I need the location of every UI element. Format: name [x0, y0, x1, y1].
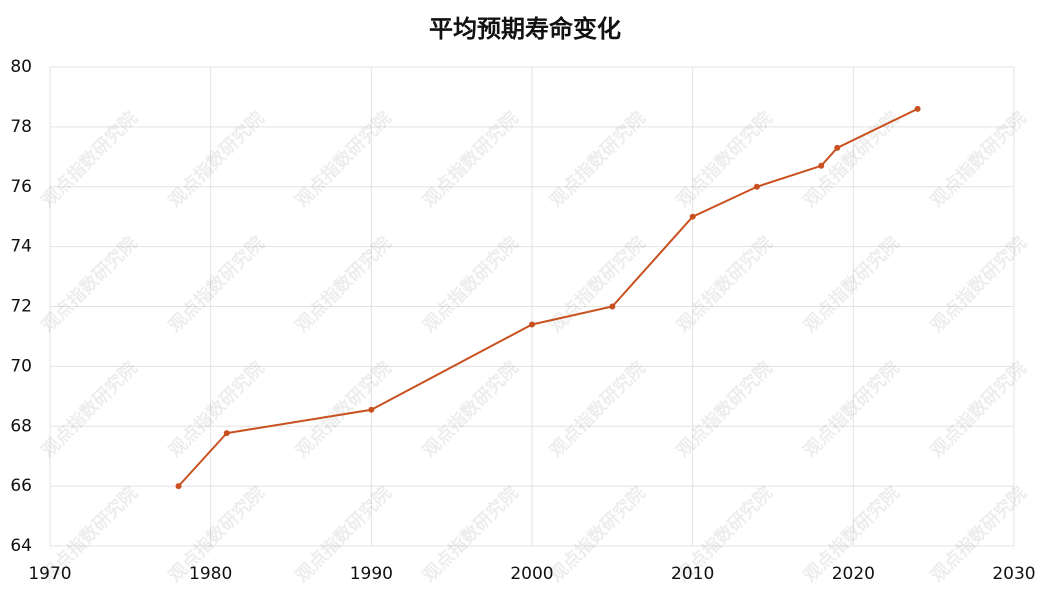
watermark: 观点指数研究院 — [545, 107, 650, 212]
y-tick-label: 74 — [10, 237, 32, 257]
watermark: 观点指数研究院 — [418, 107, 523, 212]
x-tick-label: 1980 — [189, 564, 232, 584]
data-point — [223, 430, 230, 437]
data-point — [834, 144, 841, 151]
data-point — [818, 162, 825, 169]
watermark: 观点指数研究院 — [672, 232, 777, 337]
y-tick-label: 70 — [10, 356, 32, 376]
watermark: 观点指数研究院 — [545, 232, 650, 337]
watermark: 观点指数研究院 — [291, 357, 396, 462]
x-tick-label: 2010 — [671, 564, 714, 584]
watermark: 观点指数研究院 — [672, 482, 777, 587]
watermark: 观点指数研究院 — [926, 357, 1031, 462]
watermark: 观点指数研究院 — [926, 107, 1031, 212]
watermark: 观点指数研究院 — [418, 232, 523, 337]
watermark: 观点指数研究院 — [799, 357, 904, 462]
watermark: 观点指数研究院 — [799, 232, 904, 337]
x-tick-label: 2020 — [832, 564, 875, 584]
y-tick-label: 64 — [10, 536, 32, 556]
data-point — [914, 105, 921, 112]
watermark: 观点指数研究院 — [926, 232, 1031, 337]
chart-title: 平均预期寿命变化 — [429, 15, 621, 43]
y-tick-label: 80 — [10, 57, 32, 77]
x-tick-label: 1990 — [350, 564, 393, 584]
watermark: 观点指数研究院 — [672, 357, 777, 462]
y-tick-label: 78 — [10, 117, 32, 137]
y-tick-label: 68 — [10, 416, 32, 436]
watermark: 观点指数研究院 — [164, 107, 269, 212]
watermark: 观点指数研究院 — [164, 232, 269, 337]
x-tick-label: 1970 — [28, 564, 71, 584]
watermark: 观点指数研究院 — [545, 482, 650, 587]
x-tick-label: 2030 — [992, 564, 1035, 584]
y-tick-label: 72 — [10, 297, 32, 317]
data-point — [175, 483, 182, 490]
data-point — [529, 321, 535, 328]
data-point — [368, 406, 375, 413]
watermark: 观点指数研究院 — [418, 482, 523, 587]
data-line — [177, 108, 919, 487]
watermark: 观点指数研究院 — [37, 357, 142, 462]
y-tick-label: 76 — [10, 177, 32, 197]
watermark: 观点指数研究院 — [37, 482, 142, 587]
x-tick-label: 2000 — [510, 564, 553, 584]
watermark: 观点指数研究院 — [37, 232, 142, 337]
y-tick-label: 66 — [10, 476, 32, 496]
data-point — [689, 213, 696, 220]
data-point — [609, 303, 616, 310]
watermark: 观点指数研究院 — [291, 232, 396, 337]
watermark: 观点指数研究院 — [672, 107, 777, 212]
watermark: 观点指数研究院 — [545, 357, 650, 462]
data-point — [753, 183, 760, 190]
watermark: 观点指数研究院 — [291, 107, 396, 212]
watermark: 观点指数研究院 — [418, 357, 523, 462]
watermark: 观点指数研究院 — [37, 107, 142, 212]
